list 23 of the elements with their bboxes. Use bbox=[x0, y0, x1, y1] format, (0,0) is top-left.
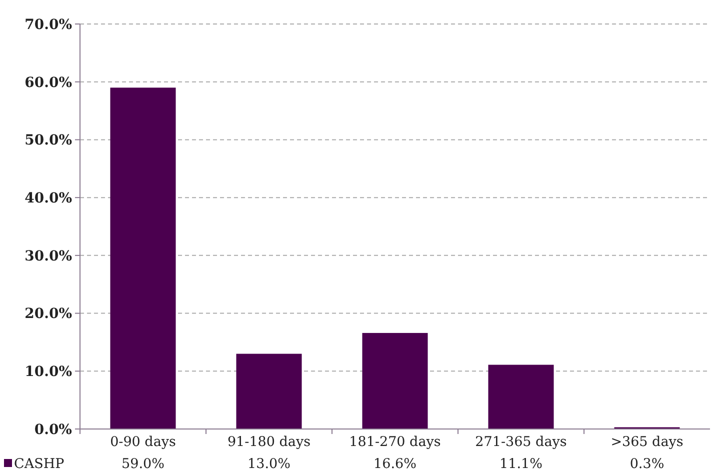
y-tick-label: 70.0% bbox=[24, 16, 72, 33]
y-tick-label: 0.0% bbox=[34, 422, 72, 438]
bar bbox=[488, 364, 554, 429]
legend-label: CASHP bbox=[14, 456, 64, 472]
x-tick-label: 271-365 days bbox=[475, 434, 567, 450]
y-tick-label: 60.0% bbox=[24, 74, 72, 91]
data-label: 59.0% bbox=[122, 456, 165, 472]
bar bbox=[236, 354, 302, 429]
x-tick-label: >365 days bbox=[610, 434, 684, 450]
y-tick-label: 30.0% bbox=[24, 248, 72, 264]
data-label: 16.6% bbox=[374, 456, 417, 472]
data-label: 0.3% bbox=[630, 456, 664, 472]
y-tick-label: 20.0% bbox=[24, 306, 72, 322]
y-tick-label: 10.0% bbox=[24, 364, 72, 380]
x-tick-label: 0-90 days bbox=[110, 434, 176, 450]
data-label: 11.1% bbox=[500, 456, 543, 472]
y-tick-label: 50.0% bbox=[24, 132, 72, 149]
data-label: 13.0% bbox=[248, 456, 291, 472]
bar bbox=[110, 88, 176, 429]
x-tick-label: 181-270 days bbox=[349, 434, 441, 450]
bar bbox=[362, 332, 428, 429]
y-tick-label: 40.0% bbox=[24, 190, 72, 206]
x-tick-label: 91-180 days bbox=[227, 434, 311, 450]
